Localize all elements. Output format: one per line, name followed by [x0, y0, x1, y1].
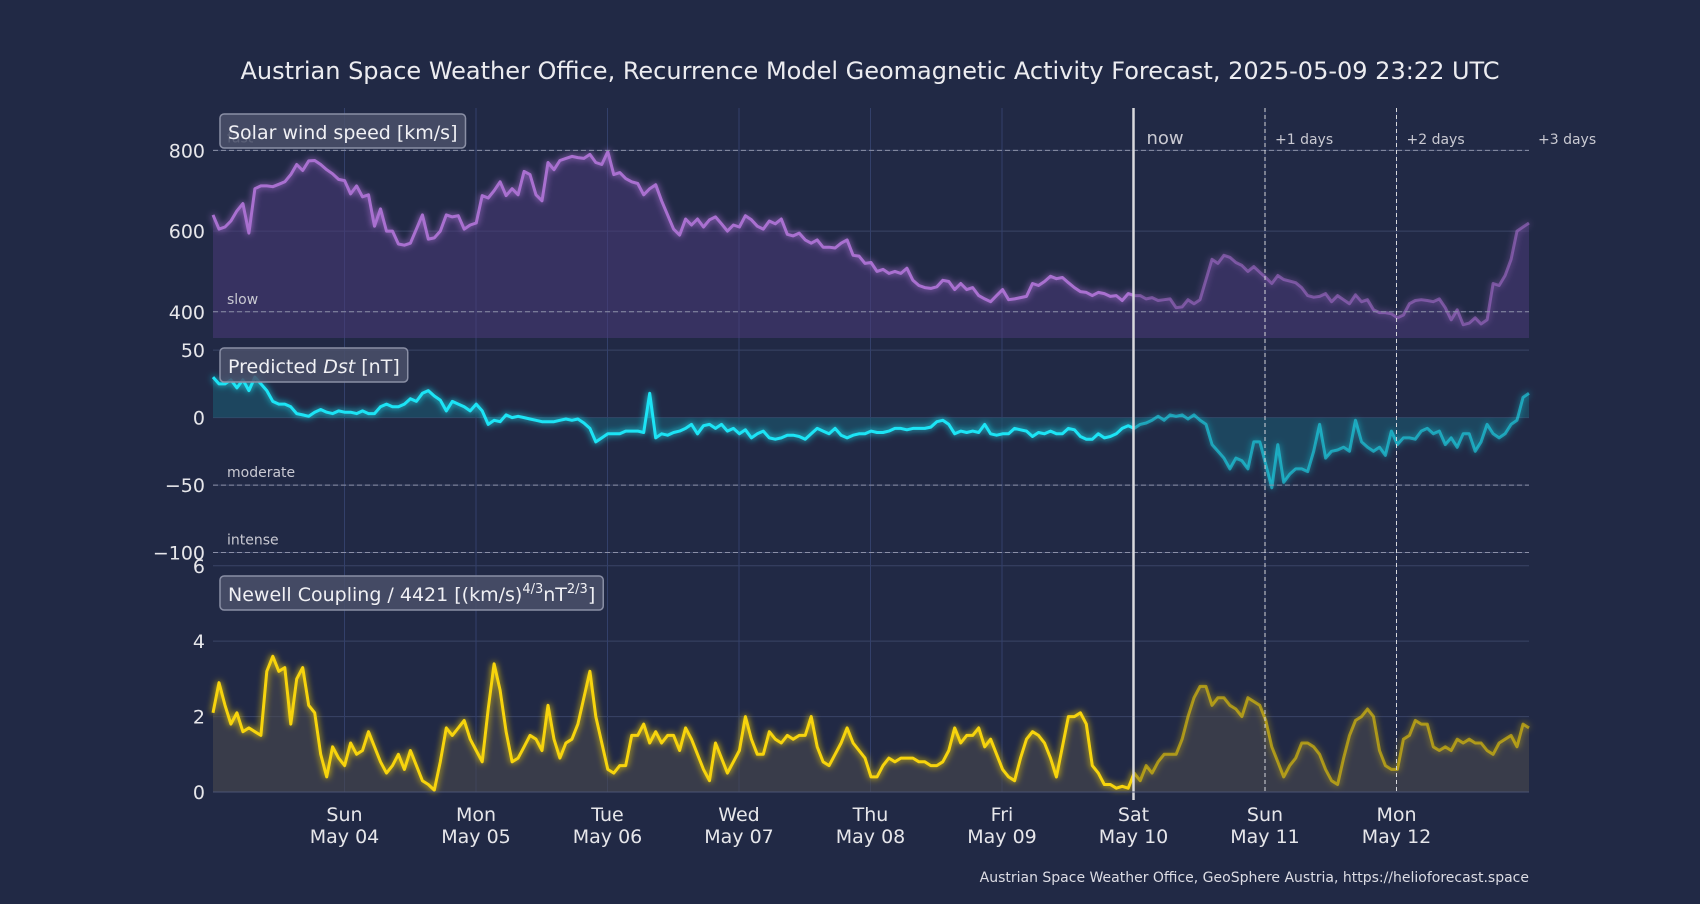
dst-ref-label: moderate [227, 465, 295, 481]
forecast-marker-label: +3 days [1538, 132, 1596, 148]
newell-ytick-label: 2 [193, 707, 205, 729]
dst-area [213, 377, 1529, 488]
x-tick-weekday: Sun [326, 804, 362, 826]
forecast-marker-label: +1 days [1275, 132, 1333, 148]
newell-label-part: nT [543, 584, 567, 606]
chart-title: Austrian Space Weather Office, Recurrenc… [240, 57, 1499, 85]
newell-label-part: 2/3 [567, 582, 588, 597]
x-tick-date: May 08 [836, 826, 906, 848]
dst-series-line [211, 375, 1134, 444]
newell-forecast-line [1133, 684, 1530, 786]
x-tick-weekday: Sun [1247, 804, 1283, 826]
now-label: now [1147, 128, 1184, 149]
x-tick-date: May 11 [1230, 826, 1300, 848]
dst-label-italic: Dst [323, 356, 357, 378]
speed-panel-label: Solar wind speed [km/s] [219, 113, 467, 149]
newell-ytick-label: 4 [193, 631, 205, 653]
newell-label-part: 4/3 [522, 582, 543, 597]
speed-ytick-label: 400 [169, 302, 205, 324]
x-tick-date: May 12 [1362, 826, 1432, 848]
newell-area [213, 656, 1529, 792]
newell-panel-label: Newell Coupling / 4421 [(km/s)4/3nT2/3] [219, 575, 604, 611]
speed-ytick-label: 600 [169, 221, 205, 243]
x-tick-weekday: Thu [852, 804, 889, 826]
x-tick-weekday: Mon [1376, 804, 1416, 826]
speed-area [213, 151, 1529, 338]
dst-panel-label-box [219, 347, 409, 383]
dst-ytick-label: 50 [181, 340, 205, 362]
dst-panel-label: Predicted Dst [nT] [219, 347, 409, 383]
x-tick-weekday: Wed [718, 804, 759, 826]
dst-ytick-label: −50 [165, 475, 205, 497]
dst-panel-label-text: Predicted Dst [nT] [228, 356, 400, 378]
x-tick-date: May 07 [704, 826, 774, 848]
forecast-marker-label: +2 days [1407, 132, 1465, 148]
newell-panel-label-text: Newell Coupling / 4421 [(km/s)4/3nT2/3] [228, 582, 595, 606]
dst-forecast-line [1133, 392, 1530, 490]
speed-series-line [211, 150, 1134, 304]
dst-ytick-label: 0 [193, 408, 205, 430]
x-tick-date: May 09 [967, 826, 1037, 848]
speed-ytick-label: 800 [169, 140, 205, 162]
newell-ytick-label: 6 [193, 556, 205, 578]
x-tick-date: May 10 [1099, 826, 1169, 848]
speed-panel-label-box [219, 113, 467, 149]
newell-label-part: Newell Coupling / 4421 [(km/s) [228, 584, 522, 606]
dst-ref-label: intense [227, 533, 279, 549]
chart-credit: Austrian Space Weather Office, GeoSphere… [980, 870, 1529, 886]
newell-panel-label-box [219, 575, 604, 611]
x-tick-weekday: Tue [590, 804, 623, 826]
newell-ytick-label: 0 [193, 782, 205, 804]
x-tick-weekday: Mon [456, 804, 496, 826]
speed-panel-label-text: Solar wind speed [km/s] [228, 122, 458, 144]
dst-label-suffix: [nT] [355, 356, 400, 378]
x-tick-date: May 06 [573, 826, 643, 848]
x-tick-weekday: Fri [991, 804, 1014, 826]
newell-series-line [211, 654, 1134, 792]
speed-forecast-line [1133, 221, 1530, 327]
x-tick-date: May 05 [441, 826, 511, 848]
dst-label-prefix: Predicted [228, 356, 323, 378]
x-tick-weekday: Sat [1118, 804, 1149, 826]
newell-label-part: ] [588, 584, 595, 606]
x-tick-date: May 04 [310, 826, 380, 848]
dst-ytick-label: −100 [153, 543, 205, 565]
speed-ref-label: slow [227, 292, 258, 308]
